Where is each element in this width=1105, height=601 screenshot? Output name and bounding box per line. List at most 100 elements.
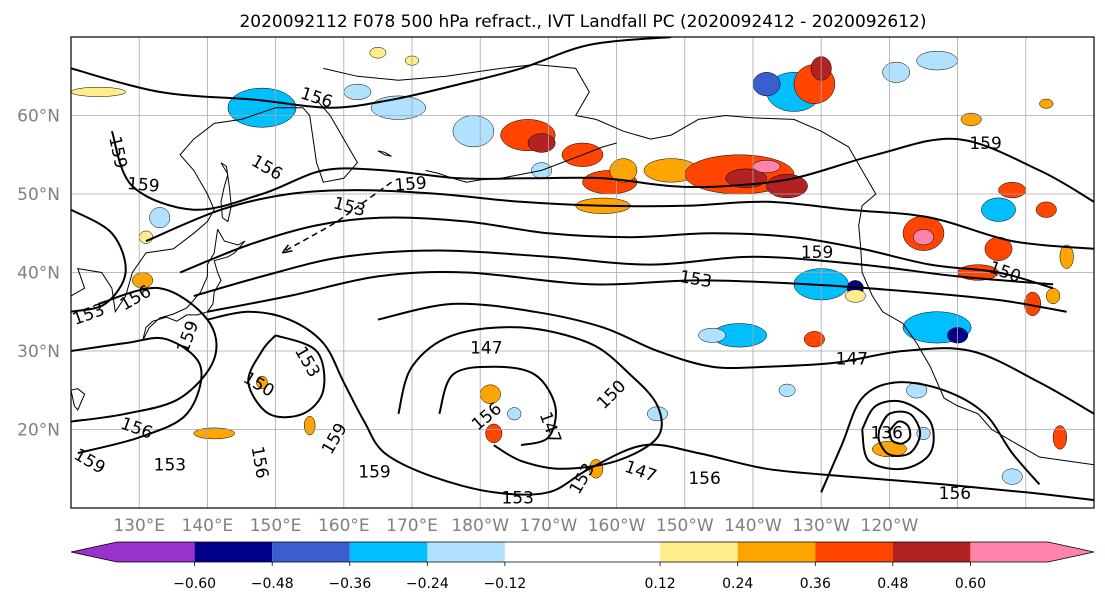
pc-anomaly-blob <box>916 50 958 71</box>
contour-label: 159 <box>126 174 160 197</box>
colorbar-segment <box>815 542 893 562</box>
contour-line <box>377 302 1094 415</box>
pc-anomaly-blob <box>1035 201 1057 218</box>
wave-path <box>281 181 392 254</box>
contour-label: 159 <box>969 134 1001 154</box>
colorbar-tick-label: 0.60 <box>955 576 986 592</box>
pc-anomaly-blob <box>71 86 126 97</box>
pc-anomaly-blob <box>193 427 235 440</box>
colorbar-tick-label: −0.12 <box>483 576 526 592</box>
colorbar-tick-labels: −0.60 −0.48 −0.36 −0.24 −0.12 0.12 0.24 0.36 0.4… <box>173 562 986 592</box>
pc-anomaly-blob <box>698 327 726 343</box>
pc-anomaly-blob <box>981 197 1016 222</box>
colorbar-segment <box>427 542 505 562</box>
colorbar-tick-label: −0.60 <box>173 576 216 592</box>
longitude-tick-label: 140°W <box>724 516 782 536</box>
contour-line <box>71 286 218 423</box>
pc-anomaly-blob <box>960 112 982 126</box>
contour-line <box>861 399 935 471</box>
contour-line <box>207 310 1094 502</box>
map-frame <box>70 36 1095 509</box>
contour-label: 156 <box>939 484 971 504</box>
contour-line <box>888 420 912 445</box>
longitude-tick-labels: 130°E 140°E 150°E 160°E 170°E 180°W 170°W 160°W… <box>113 516 918 536</box>
contour-label: 153 <box>154 456 186 476</box>
pc-anomaly-blob <box>256 375 268 389</box>
pc-anomaly-blob <box>507 407 522 421</box>
longitude-tick-label: 130°W <box>792 516 850 536</box>
contour-label: 159 <box>358 463 390 483</box>
colorbar-segment <box>194 542 273 562</box>
coastline <box>323 63 1094 466</box>
colorbar-extend-high <box>970 542 1094 562</box>
longitude-tick-label: 130°E <box>113 516 165 536</box>
longitude-tick-label: 160°E <box>318 516 370 536</box>
latitude-tick-label: 20°N <box>17 421 60 441</box>
latitude-tick-label: 40°N <box>17 264 60 284</box>
pc-anomaly-blob <box>149 207 171 229</box>
contour-line <box>71 37 672 109</box>
contour-line <box>207 271 1067 313</box>
coastline <box>220 162 232 223</box>
coastline <box>71 99 359 314</box>
colorbar-segment <box>737 542 816 562</box>
coastline <box>71 388 86 411</box>
pc-anomaly-blob <box>844 289 866 303</box>
longitude-tick-label: 170°E <box>386 516 438 536</box>
contour-label: 159 <box>394 173 428 196</box>
colorbar-tick-label: −0.48 <box>251 576 294 592</box>
colorbar-tick-label: 0.12 <box>645 576 676 592</box>
pc-anomaly-blob <box>647 406 668 422</box>
contour-line <box>71 208 127 313</box>
pc-anomaly-blob <box>452 115 495 148</box>
longitude-tick-label: 150°E <box>250 516 302 536</box>
contour-label: 156 <box>688 469 720 489</box>
wave-path-line <box>281 181 392 254</box>
pc-anomaly-blob <box>752 72 781 97</box>
pc-anomaly-blob <box>1039 98 1054 109</box>
pc-anomaly-blob <box>1001 468 1023 485</box>
pc-anomaly-blob <box>369 46 387 59</box>
colorbar-outline <box>70 541 1095 563</box>
pc-anomaly-blob <box>303 415 316 436</box>
coastline-layer <box>71 63 1094 466</box>
contour-label: 147 <box>836 350 868 370</box>
contour-line <box>820 381 1041 493</box>
longitude-tick-label: 140°E <box>182 516 234 536</box>
coastline <box>142 229 246 342</box>
colorbar-tick-label: −0.24 <box>406 576 449 592</box>
colorbar-segment <box>892 542 971 562</box>
contour-line <box>71 336 203 455</box>
colorbar-tick-label: 0.48 <box>877 576 908 592</box>
colorbar-tick-label: 0.36 <box>800 576 831 592</box>
longitude-tick-label: 120°W <box>861 516 919 536</box>
colorbar-segment <box>349 542 428 562</box>
pc-anomaly-blob <box>1046 287 1061 305</box>
longitude-tick-label: 160°W <box>588 516 646 536</box>
contour-label: 153 <box>501 489 533 509</box>
latitude-tick-labels: 60°N 50°N 40°N 30°N 20°N <box>17 107 60 441</box>
pc-anomaly-blob <box>882 61 911 83</box>
wave-path-arrowhead <box>281 244 293 254</box>
contour-line <box>145 189 1094 250</box>
longitude-tick-label: 180°W <box>451 516 509 536</box>
pc-anomaly-blob <box>766 174 808 199</box>
colorbar-tick-label: 0.24 <box>722 576 753 592</box>
latitude-tick-label: 50°N <box>17 185 60 205</box>
contour-line <box>193 249 1054 297</box>
pc-anomaly-blob <box>778 383 796 397</box>
contour-line <box>877 410 922 457</box>
pc-anomaly-blob <box>527 133 556 153</box>
colorbar <box>70 541 1095 563</box>
refractivity-contours <box>71 37 1094 502</box>
contour-line <box>438 365 557 447</box>
pc-anomaly-blob <box>913 229 934 246</box>
longitude-tick-label: 150°W <box>656 516 714 536</box>
coastline <box>377 150 392 157</box>
colorbar-segment <box>272 542 350 562</box>
pc-shading-layer <box>71 46 1074 485</box>
pc-anomaly-blob <box>998 182 1027 199</box>
contour-line <box>397 326 663 470</box>
contour-label: 147 <box>470 339 502 359</box>
